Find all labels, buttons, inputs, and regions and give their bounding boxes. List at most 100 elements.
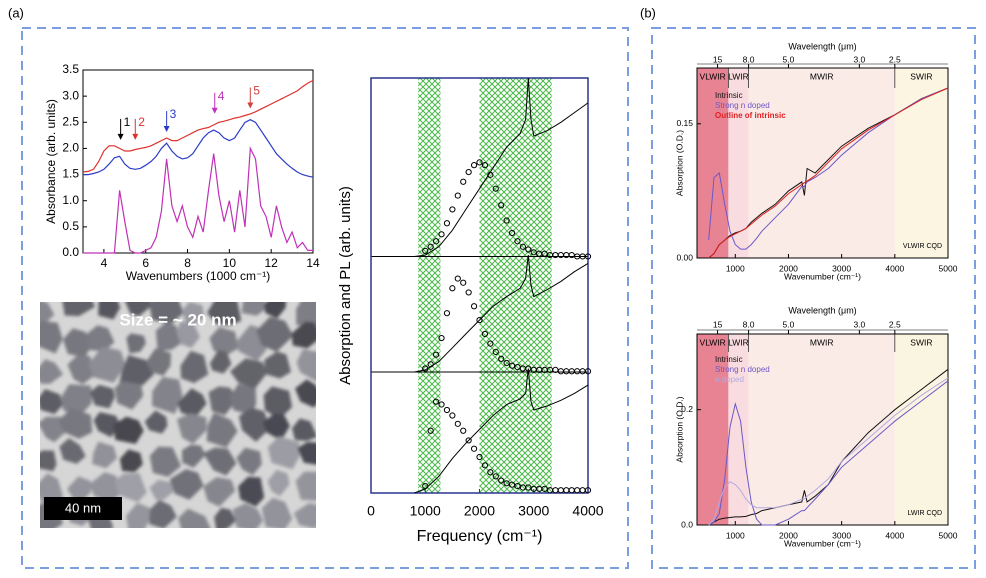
pl-point — [508, 481, 516, 488]
particle — [291, 418, 316, 441]
particle — [238, 407, 271, 442]
x-tick-label: 4000 — [572, 503, 603, 519]
particle — [61, 384, 92, 416]
particle — [125, 302, 153, 317]
particle — [169, 469, 204, 500]
particle — [297, 441, 316, 465]
particle — [178, 508, 211, 528]
pl-point — [568, 487, 575, 494]
pl-point — [422, 482, 429, 490]
particle — [229, 383, 257, 415]
x-tick-label: 2000 — [779, 530, 798, 540]
y-tick-label: 2.5 — [62, 114, 79, 128]
particle — [152, 376, 183, 414]
pl-point — [427, 427, 434, 434]
annotation: 1 — [124, 115, 131, 129]
region-label: MWIR — [810, 337, 834, 347]
annotation-arrowhead — [211, 107, 218, 114]
scale-bar — [44, 497, 122, 520]
annotation-arrowhead — [163, 126, 170, 133]
particle — [149, 479, 174, 500]
x2-tick-label: 5.0 — [783, 54, 795, 64]
particle — [93, 412, 121, 438]
x-tick-label: 3000 — [832, 530, 851, 540]
region-label: VLWIR — [700, 71, 726, 81]
particle — [113, 416, 144, 444]
particle — [261, 497, 293, 528]
plot-frame — [696, 333, 949, 526]
series-line — [414, 77, 589, 257]
particle — [230, 358, 268, 389]
pl-point — [514, 238, 521, 245]
particle — [207, 302, 242, 326]
pl-point — [449, 206, 456, 213]
x-tick-label: 10 — [223, 256, 237, 270]
pl-point — [519, 243, 527, 250]
pl-point — [433, 238, 440, 245]
x-tick-label: 4 — [101, 256, 108, 270]
particle — [181, 302, 205, 325]
particle — [262, 413, 290, 441]
particle — [293, 503, 316, 528]
y-axis-title: Absorbance (arb. units) — [44, 99, 58, 224]
annotation-arrowhead — [117, 133, 124, 140]
particle — [98, 302, 121, 320]
particle — [182, 444, 206, 468]
pl-point — [498, 355, 505, 362]
y-tick-label: 1.0 — [62, 193, 79, 207]
particle — [126, 502, 152, 528]
region-label: MWIR — [810, 71, 834, 81]
particle — [214, 507, 237, 528]
pl-point — [514, 364, 521, 371]
y-tick-label: 0.2 — [681, 404, 693, 414]
series-line — [83, 119, 314, 178]
pl-point — [476, 159, 483, 166]
particle — [40, 320, 63, 354]
particle — [236, 447, 262, 476]
particle — [88, 346, 126, 383]
pl-point — [460, 178, 467, 185]
pl-point — [427, 243, 434, 250]
pl-point — [530, 249, 537, 256]
x2-axis-title: Wavelength (μm) — [788, 41, 856, 51]
annotation-arrowhead — [132, 133, 139, 140]
region-shade — [728, 334, 749, 525]
particle — [149, 446, 182, 477]
particle — [256, 316, 294, 352]
pl-point — [443, 406, 451, 414]
x-tick-label: 1000 — [726, 263, 745, 273]
particle — [149, 302, 184, 324]
x2-tick-label: 15 — [713, 54, 723, 64]
x2-tick-label: 3.0 — [853, 54, 865, 64]
x-tick-label: 3000 — [832, 263, 851, 273]
pl-point — [438, 334, 445, 342]
pl-point — [454, 192, 461, 199]
pl-point — [487, 171, 494, 178]
particle — [177, 388, 207, 417]
pl-point — [584, 487, 592, 494]
pl-point — [525, 246, 532, 253]
pl-point — [443, 310, 451, 317]
particle — [203, 447, 237, 476]
pl-point — [579, 487, 586, 494]
particle — [126, 333, 146, 354]
x2-tick-label: 3.0 — [853, 319, 865, 329]
series-line — [708, 87, 949, 250]
legend-entry: Intrinsic — [715, 91, 743, 100]
pl-point — [584, 368, 592, 375]
region-label: SWIR — [910, 71, 932, 81]
particle — [67, 355, 96, 385]
series-line — [708, 380, 949, 526]
pl-point — [503, 480, 510, 487]
annotation: 4 — [218, 89, 225, 103]
pl-point — [525, 365, 532, 372]
pl-point — [470, 162, 478, 169]
pl-point — [508, 229, 516, 237]
region-label: VLWIR — [700, 337, 726, 347]
particle — [86, 325, 115, 352]
legend-entry: Strong n doped — [715, 101, 770, 110]
x2-tick-label: 15 — [713, 319, 723, 329]
particle — [119, 449, 143, 473]
pl-point — [460, 427, 467, 434]
y-tick-label: 2.0 — [62, 141, 79, 155]
